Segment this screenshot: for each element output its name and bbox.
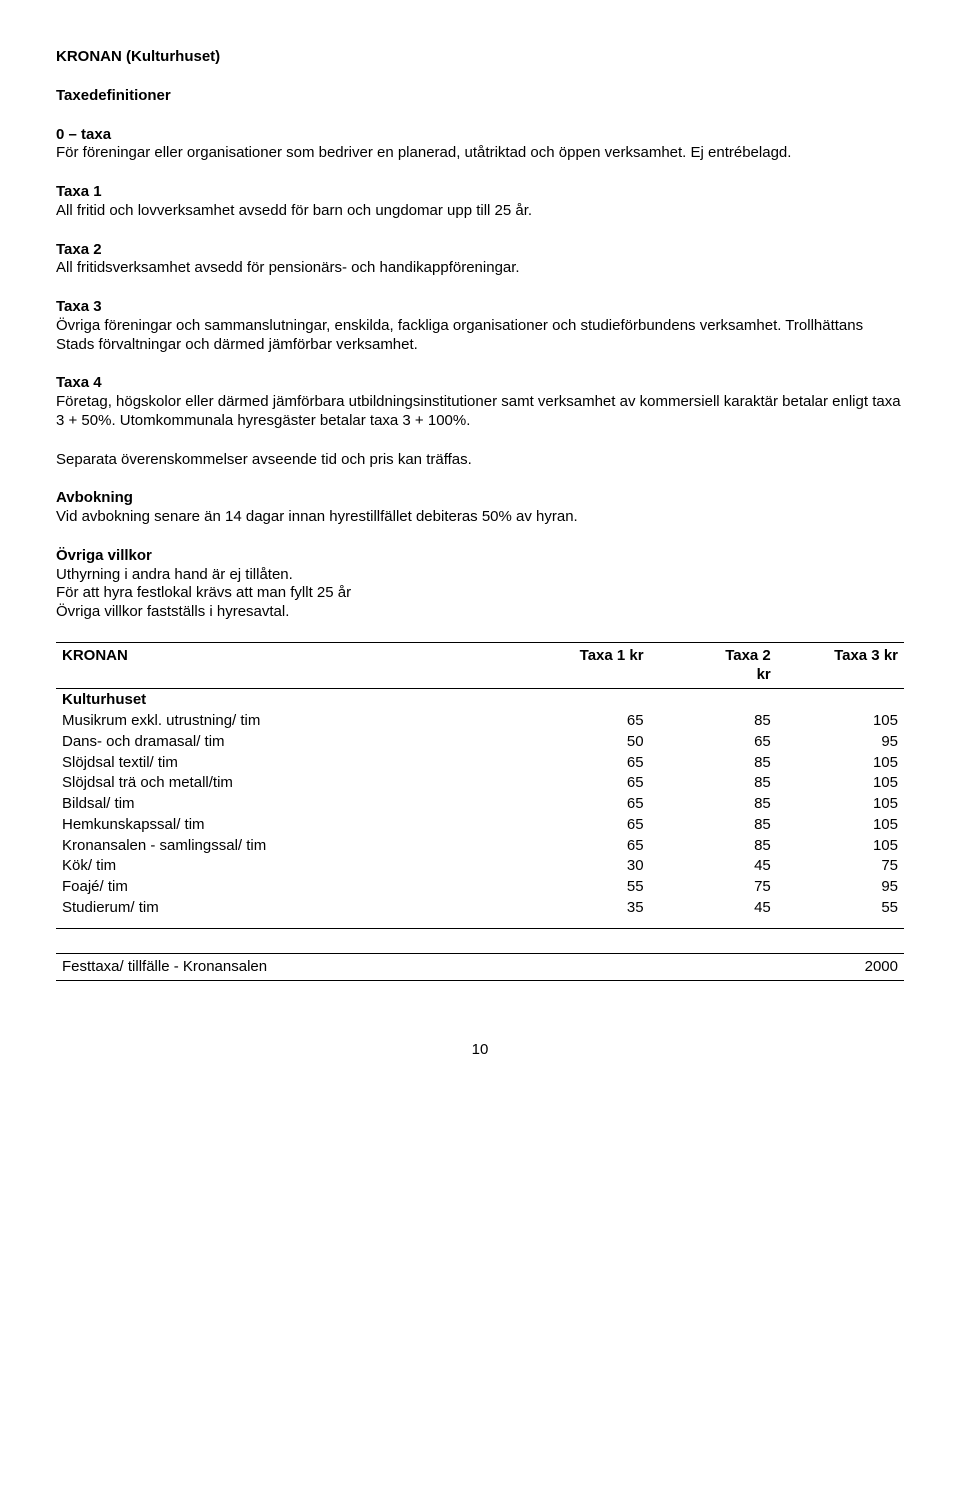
fest-row: Festtaxa/ tillfälle - Kronansalen 2000 (56, 953, 904, 981)
row-taxa3: 75 (777, 856, 904, 877)
row-taxa1: 30 (522, 856, 649, 877)
row-name: Bildsal/ tim (56, 794, 522, 815)
table-row: Dans- och dramasal/ tim506595 (56, 732, 904, 753)
row-taxa1: 65 (522, 836, 649, 857)
row-name: Kronansalen - samlingssal/ tim (56, 836, 522, 857)
taxa-0-text: För föreningar eller organisationer som … (56, 144, 904, 163)
taxa-1-block: Taxa 1 All fritid och lovverksamhet avse… (56, 183, 904, 221)
row-name: Hemkunskapssal/ tim (56, 815, 522, 836)
ovriga-villkor-block: Övriga villkor Uthyrning i andra hand är… (56, 547, 904, 622)
row-taxa2: 85 (650, 753, 777, 774)
row-taxa3: 95 (777, 877, 904, 898)
taxa-4-label: Taxa 4 (56, 374, 904, 393)
table-row: Hemkunskapssal/ tim6585105 (56, 815, 904, 836)
row-taxa3: 105 (777, 794, 904, 815)
table-row: Foajé/ tim557595 (56, 877, 904, 898)
pricing-table: KRONAN Taxa 1 kr Taxa 2 kr Taxa 3 kr Kul… (56, 642, 904, 929)
fest-value: 2000 (777, 953, 904, 981)
taxa-4-text: Företag, högskolor eller därmed jämförba… (56, 393, 904, 431)
ovriga-villkor-l3: Övriga villkor fastställs i hyresavtal. (56, 603, 904, 622)
taxedef-heading: Taxedefinitioner (56, 87, 904, 106)
row-taxa2: 45 (650, 898, 777, 928)
row-taxa2: 75 (650, 877, 777, 898)
row-taxa3: 105 (777, 773, 904, 794)
fest-table: Festtaxa/ tillfälle - Kronansalen 2000 (56, 953, 904, 982)
taxa-2-label: Taxa 2 (56, 241, 904, 260)
table-subhead-row: Kulturhuset (56, 689, 904, 711)
row-taxa2: 85 (650, 794, 777, 815)
table-row: Kronansalen - samlingssal/ tim6585105 (56, 836, 904, 857)
taxa-1-label: Taxa 1 (56, 183, 904, 202)
col-header-taxa3: Taxa 3 kr (777, 642, 904, 689)
table-row: Studierum/ tim354555 (56, 898, 904, 928)
avbokning-label: Avbokning (56, 489, 904, 508)
row-taxa3: 55 (777, 898, 904, 928)
row-taxa1: 35 (522, 898, 649, 928)
page-title: KRONAN (Kulturhuset) (56, 48, 904, 67)
taxa-0-block: 0 – taxa För föreningar eller organisati… (56, 126, 904, 164)
row-taxa2: 85 (650, 773, 777, 794)
taxa-4-block: Taxa 4 Företag, högskolor eller därmed j… (56, 374, 904, 430)
row-name: Slöjdsal textil/ tim (56, 753, 522, 774)
taxa-3-text: Övriga föreningar och sammanslutningar, … (56, 317, 904, 355)
row-taxa1: 65 (522, 753, 649, 774)
ovriga-villkor-l1: Uthyrning i andra hand är ej tillåten. (56, 566, 904, 585)
row-taxa1: 55 (522, 877, 649, 898)
row-name: Foajé/ tim (56, 877, 522, 898)
table-subhead: Kulturhuset (56, 689, 904, 711)
row-taxa3: 105 (777, 753, 904, 774)
row-name: Studierum/ tim (56, 898, 522, 928)
taxa-0-label: 0 – taxa (56, 126, 904, 145)
table-row: Kök/ tim304575 (56, 856, 904, 877)
row-taxa2: 85 (650, 836, 777, 857)
table-row: Slöjdsal textil/ tim6585105 (56, 753, 904, 774)
col-header-taxa1: Taxa 1 kr (522, 642, 649, 689)
row-taxa3: 95 (777, 732, 904, 753)
avbokning-block: Avbokning Vid avbokning senare än 14 dag… (56, 489, 904, 527)
row-name: Kök/ tim (56, 856, 522, 877)
page-number: 10 (56, 1041, 904, 1060)
row-taxa3: 105 (777, 711, 904, 732)
row-name: Slöjdsal trä och metall/tim (56, 773, 522, 794)
row-taxa2: 85 (650, 815, 777, 836)
ovriga-villkor-l2: För att hyra festlokal krävs att man fyl… (56, 584, 904, 603)
taxa-2-block: Taxa 2 All fritidsverksamhet avsedd för … (56, 241, 904, 279)
taxa-1-text: All fritid och lovverksamhet avsedd för … (56, 202, 904, 221)
taxa-3-block: Taxa 3 Övriga föreningar och sammanslutn… (56, 298, 904, 354)
separata-text: Separata överenskommelser avseende tid o… (56, 451, 904, 470)
row-taxa2: 45 (650, 856, 777, 877)
avbokning-text: Vid avbokning senare än 14 dagar innan h… (56, 508, 904, 527)
row-taxa1: 65 (522, 711, 649, 732)
row-taxa2: 65 (650, 732, 777, 753)
row-taxa3: 105 (777, 836, 904, 857)
table-row: Slöjdsal trä och metall/tim6585105 (56, 773, 904, 794)
table-header-row: KRONAN Taxa 1 kr Taxa 2 kr Taxa 3 kr (56, 642, 904, 689)
row-name: Musikrum exkl. utrustning/ tim (56, 711, 522, 732)
col-header-taxa2: Taxa 2 kr (650, 642, 777, 689)
row-name: Dans- och dramasal/ tim (56, 732, 522, 753)
ovriga-villkor-label: Övriga villkor (56, 547, 904, 566)
taxa-2-text: All fritidsverksamhet avsedd för pension… (56, 259, 904, 278)
taxa-3-label: Taxa 3 (56, 298, 904, 317)
col-header-name: KRONAN (56, 642, 522, 689)
row-taxa3: 105 (777, 815, 904, 836)
row-taxa1: 65 (522, 815, 649, 836)
row-taxa2: 85 (650, 711, 777, 732)
fest-label: Festtaxa/ tillfälle - Kronansalen (56, 953, 777, 981)
row-taxa1: 65 (522, 773, 649, 794)
row-taxa1: 50 (522, 732, 649, 753)
table-row: Musikrum exkl. utrustning/ tim6585105 (56, 711, 904, 732)
table-row: Bildsal/ tim6585105 (56, 794, 904, 815)
row-taxa1: 65 (522, 794, 649, 815)
